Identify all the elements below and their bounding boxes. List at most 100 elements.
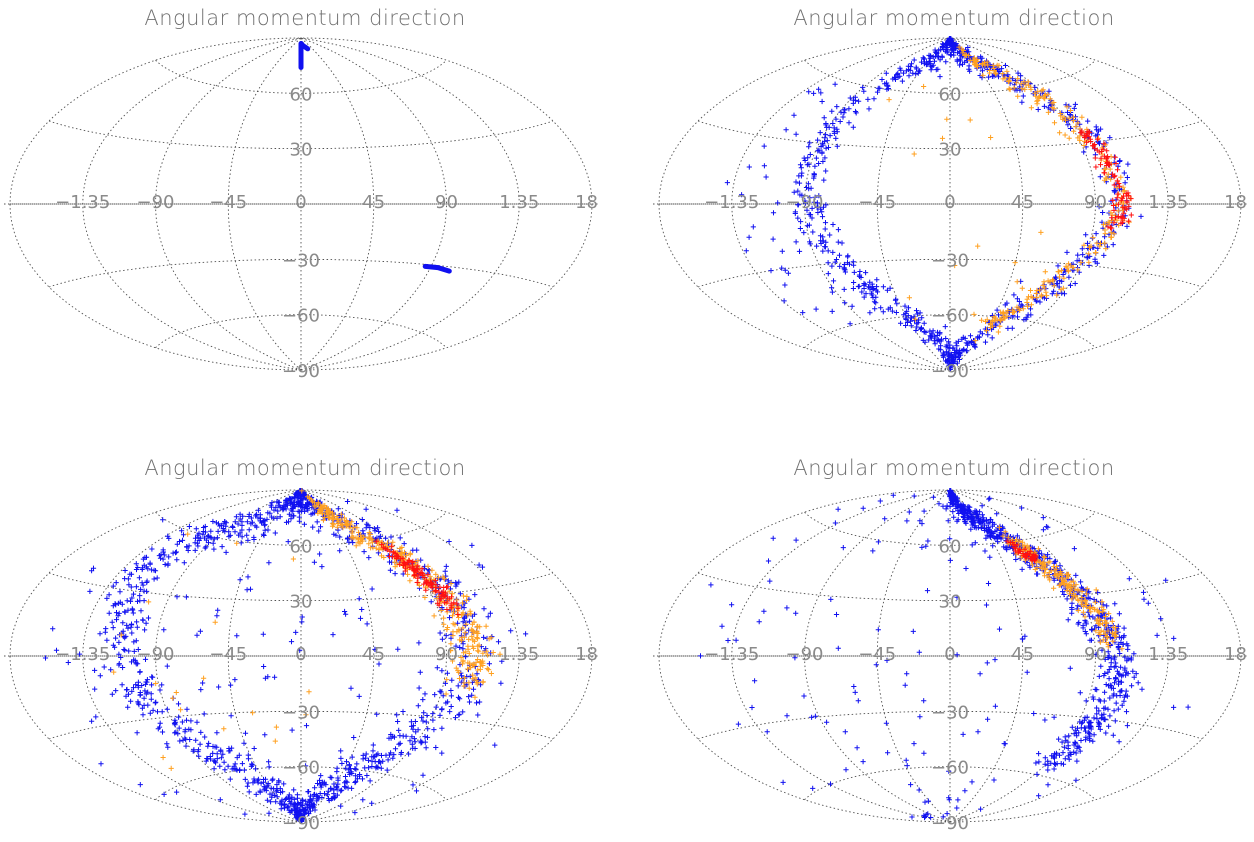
data-point <box>990 317 996 323</box>
data-point <box>148 691 154 697</box>
data-point <box>810 785 816 791</box>
parallel-line <box>48 258 554 288</box>
data-point <box>1103 623 1109 629</box>
data-point <box>443 563 449 569</box>
data-point <box>197 741 203 747</box>
data-point <box>1075 120 1081 126</box>
data-point <box>1080 252 1086 258</box>
data-point <box>275 508 281 514</box>
data-point <box>1053 750 1059 756</box>
data-point <box>1091 715 1097 721</box>
data-point <box>1067 107 1074 114</box>
data-point <box>398 550 404 557</box>
data-point <box>1120 193 1127 199</box>
data-point <box>1045 782 1051 788</box>
data-point <box>133 638 139 644</box>
data-point <box>300 798 306 804</box>
data-point <box>473 700 480 706</box>
data-point <box>849 303 855 309</box>
data-point <box>750 224 756 230</box>
data-point <box>331 531 337 537</box>
data-point <box>1101 673 1107 679</box>
data-point <box>1080 625 1086 631</box>
meridian-line <box>949 489 1024 823</box>
data-point <box>272 530 278 536</box>
data-point <box>991 777 997 783</box>
data-point <box>239 527 245 533</box>
data-point <box>441 576 447 582</box>
data-point <box>947 345 953 351</box>
data-point <box>479 564 486 570</box>
data-point <box>951 514 957 520</box>
data-point <box>962 788 968 794</box>
data-point <box>227 748 233 754</box>
data-point <box>835 227 841 233</box>
data-point <box>387 567 393 573</box>
data-point <box>961 506 967 512</box>
data-point <box>823 202 829 208</box>
parallel-line <box>155 766 447 801</box>
data-point <box>798 173 804 179</box>
data-point <box>1032 90 1038 96</box>
data-point <box>975 729 981 735</box>
data-point <box>906 295 912 301</box>
data-point <box>357 771 363 778</box>
data-point <box>1041 562 1047 568</box>
data-point <box>281 502 287 508</box>
data-point <box>1019 285 1025 291</box>
data-point <box>1064 249 1070 255</box>
data-point <box>277 514 283 520</box>
data-point <box>1007 86 1013 93</box>
data-point <box>697 653 704 659</box>
data-point <box>454 601 460 607</box>
data-point <box>360 797 366 803</box>
data-point <box>1065 122 1071 128</box>
data-point <box>442 600 448 606</box>
data-point <box>346 539 352 545</box>
data-point <box>1092 155 1098 161</box>
data-point <box>410 782 416 788</box>
data-point <box>334 783 340 789</box>
data-point <box>371 526 377 532</box>
data-point <box>363 751 369 757</box>
data-point <box>1123 709 1130 715</box>
data-point <box>1171 635 1177 641</box>
data-point <box>1110 202 1117 209</box>
data-point <box>937 57 943 63</box>
data-point <box>1103 730 1109 736</box>
data-point <box>814 204 820 211</box>
data-point <box>461 683 467 689</box>
data-point <box>957 62 963 68</box>
data-point <box>1018 73 1024 79</box>
data-point <box>1056 269 1062 275</box>
data-point <box>764 729 770 735</box>
data-point <box>1077 719 1083 725</box>
data-point <box>196 530 202 536</box>
data-point <box>122 647 128 653</box>
data-point <box>811 90 817 96</box>
data-point <box>307 793 314 799</box>
data-point <box>1001 741 1007 747</box>
data-point <box>140 617 146 623</box>
data-point <box>159 682 165 688</box>
data-point <box>987 64 994 70</box>
data-point <box>967 117 973 123</box>
data-point <box>337 534 343 540</box>
data-point <box>439 636 445 642</box>
data-point <box>969 338 975 345</box>
data-point <box>870 548 876 554</box>
data-point <box>1073 777 1079 783</box>
data-point <box>423 719 429 725</box>
data-point <box>847 95 853 101</box>
data-point <box>903 316 909 323</box>
data-point <box>871 299 878 305</box>
data-point <box>245 574 251 580</box>
data-point <box>969 779 975 785</box>
data-point <box>833 611 840 618</box>
data-point <box>1111 187 1117 194</box>
data-point <box>1056 582 1062 588</box>
data-point <box>812 713 818 719</box>
data-point <box>1019 539 1025 545</box>
data-point <box>217 797 223 803</box>
data-point <box>1051 714 1057 720</box>
